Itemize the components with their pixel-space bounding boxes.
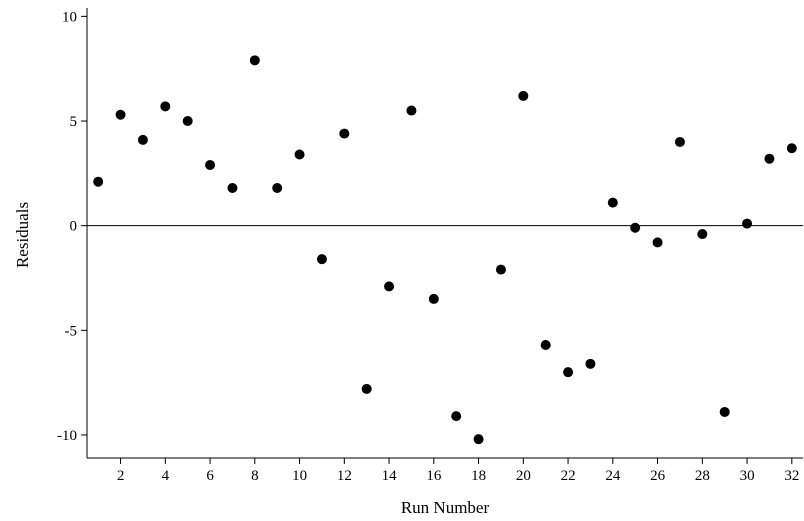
data-point: [563, 367, 574, 378]
x-tick-label: 8: [251, 468, 259, 484]
y-tick-label: -10: [57, 428, 77, 444]
data-point: [115, 109, 126, 120]
data-point: [160, 101, 171, 112]
data-point: [742, 218, 753, 229]
data-points: [93, 55, 797, 445]
data-point: [674, 136, 685, 147]
data-point: [652, 237, 663, 248]
y-tick-label: 0: [70, 219, 78, 235]
x-tick-label: 30: [740, 468, 755, 484]
x-tick-label: 20: [516, 468, 531, 484]
data-point: [339, 128, 350, 139]
y-tick-label: -5: [65, 323, 78, 339]
data-point: [719, 406, 730, 417]
data-point: [495, 264, 506, 275]
x-tick-label: 14: [382, 468, 398, 484]
data-point: [93, 176, 104, 187]
x-tick-label: 6: [206, 468, 214, 484]
x-tick-label: 4: [162, 468, 170, 484]
x-tick-label: 10: [292, 468, 307, 484]
x-tick-label: 24: [605, 468, 621, 484]
data-point: [384, 281, 395, 292]
x-tick-label: 32: [784, 468, 799, 484]
x-tick-label: 22: [561, 468, 576, 484]
y-axis: -10 -5 0 5 10: [57, 9, 87, 444]
data-point: [607, 197, 618, 208]
data-point: [518, 90, 529, 101]
data-point: [249, 55, 260, 66]
data-point: [473, 434, 484, 445]
x-tick-label: 28: [695, 468, 710, 484]
data-point: [585, 358, 596, 369]
data-point: [428, 293, 439, 304]
data-point: [137, 134, 148, 145]
data-point: [630, 222, 641, 233]
data-point: [786, 143, 797, 154]
x-tick-label: 16: [426, 468, 442, 484]
data-point: [294, 149, 305, 160]
data-point: [697, 229, 708, 240]
y-axis-title: Residuals: [13, 202, 32, 268]
data-point: [764, 153, 775, 164]
data-point: [451, 411, 462, 422]
data-point: [540, 339, 551, 350]
x-tick-label: 18: [471, 468, 486, 484]
y-tick-label: 10: [62, 9, 77, 25]
x-axis-title: Run Number: [401, 498, 490, 517]
data-point: [316, 254, 327, 265]
plot-frame: [86, 8, 803, 459]
x-tick-label: 12: [337, 468, 352, 484]
data-point: [205, 159, 216, 170]
y-tick-label: 5: [70, 114, 78, 130]
x-axis: 2 4 6 8 10 12 14 16 18 20 22 24 26 28 30 32: [117, 458, 799, 484]
data-point: [406, 105, 417, 116]
data-point: [272, 183, 283, 193]
data-point: [227, 183, 238, 193]
data-point: [182, 116, 193, 127]
x-tick-label: 26: [650, 468, 666, 484]
x-tick-label: 2: [117, 468, 125, 484]
data-point: [361, 383, 372, 394]
